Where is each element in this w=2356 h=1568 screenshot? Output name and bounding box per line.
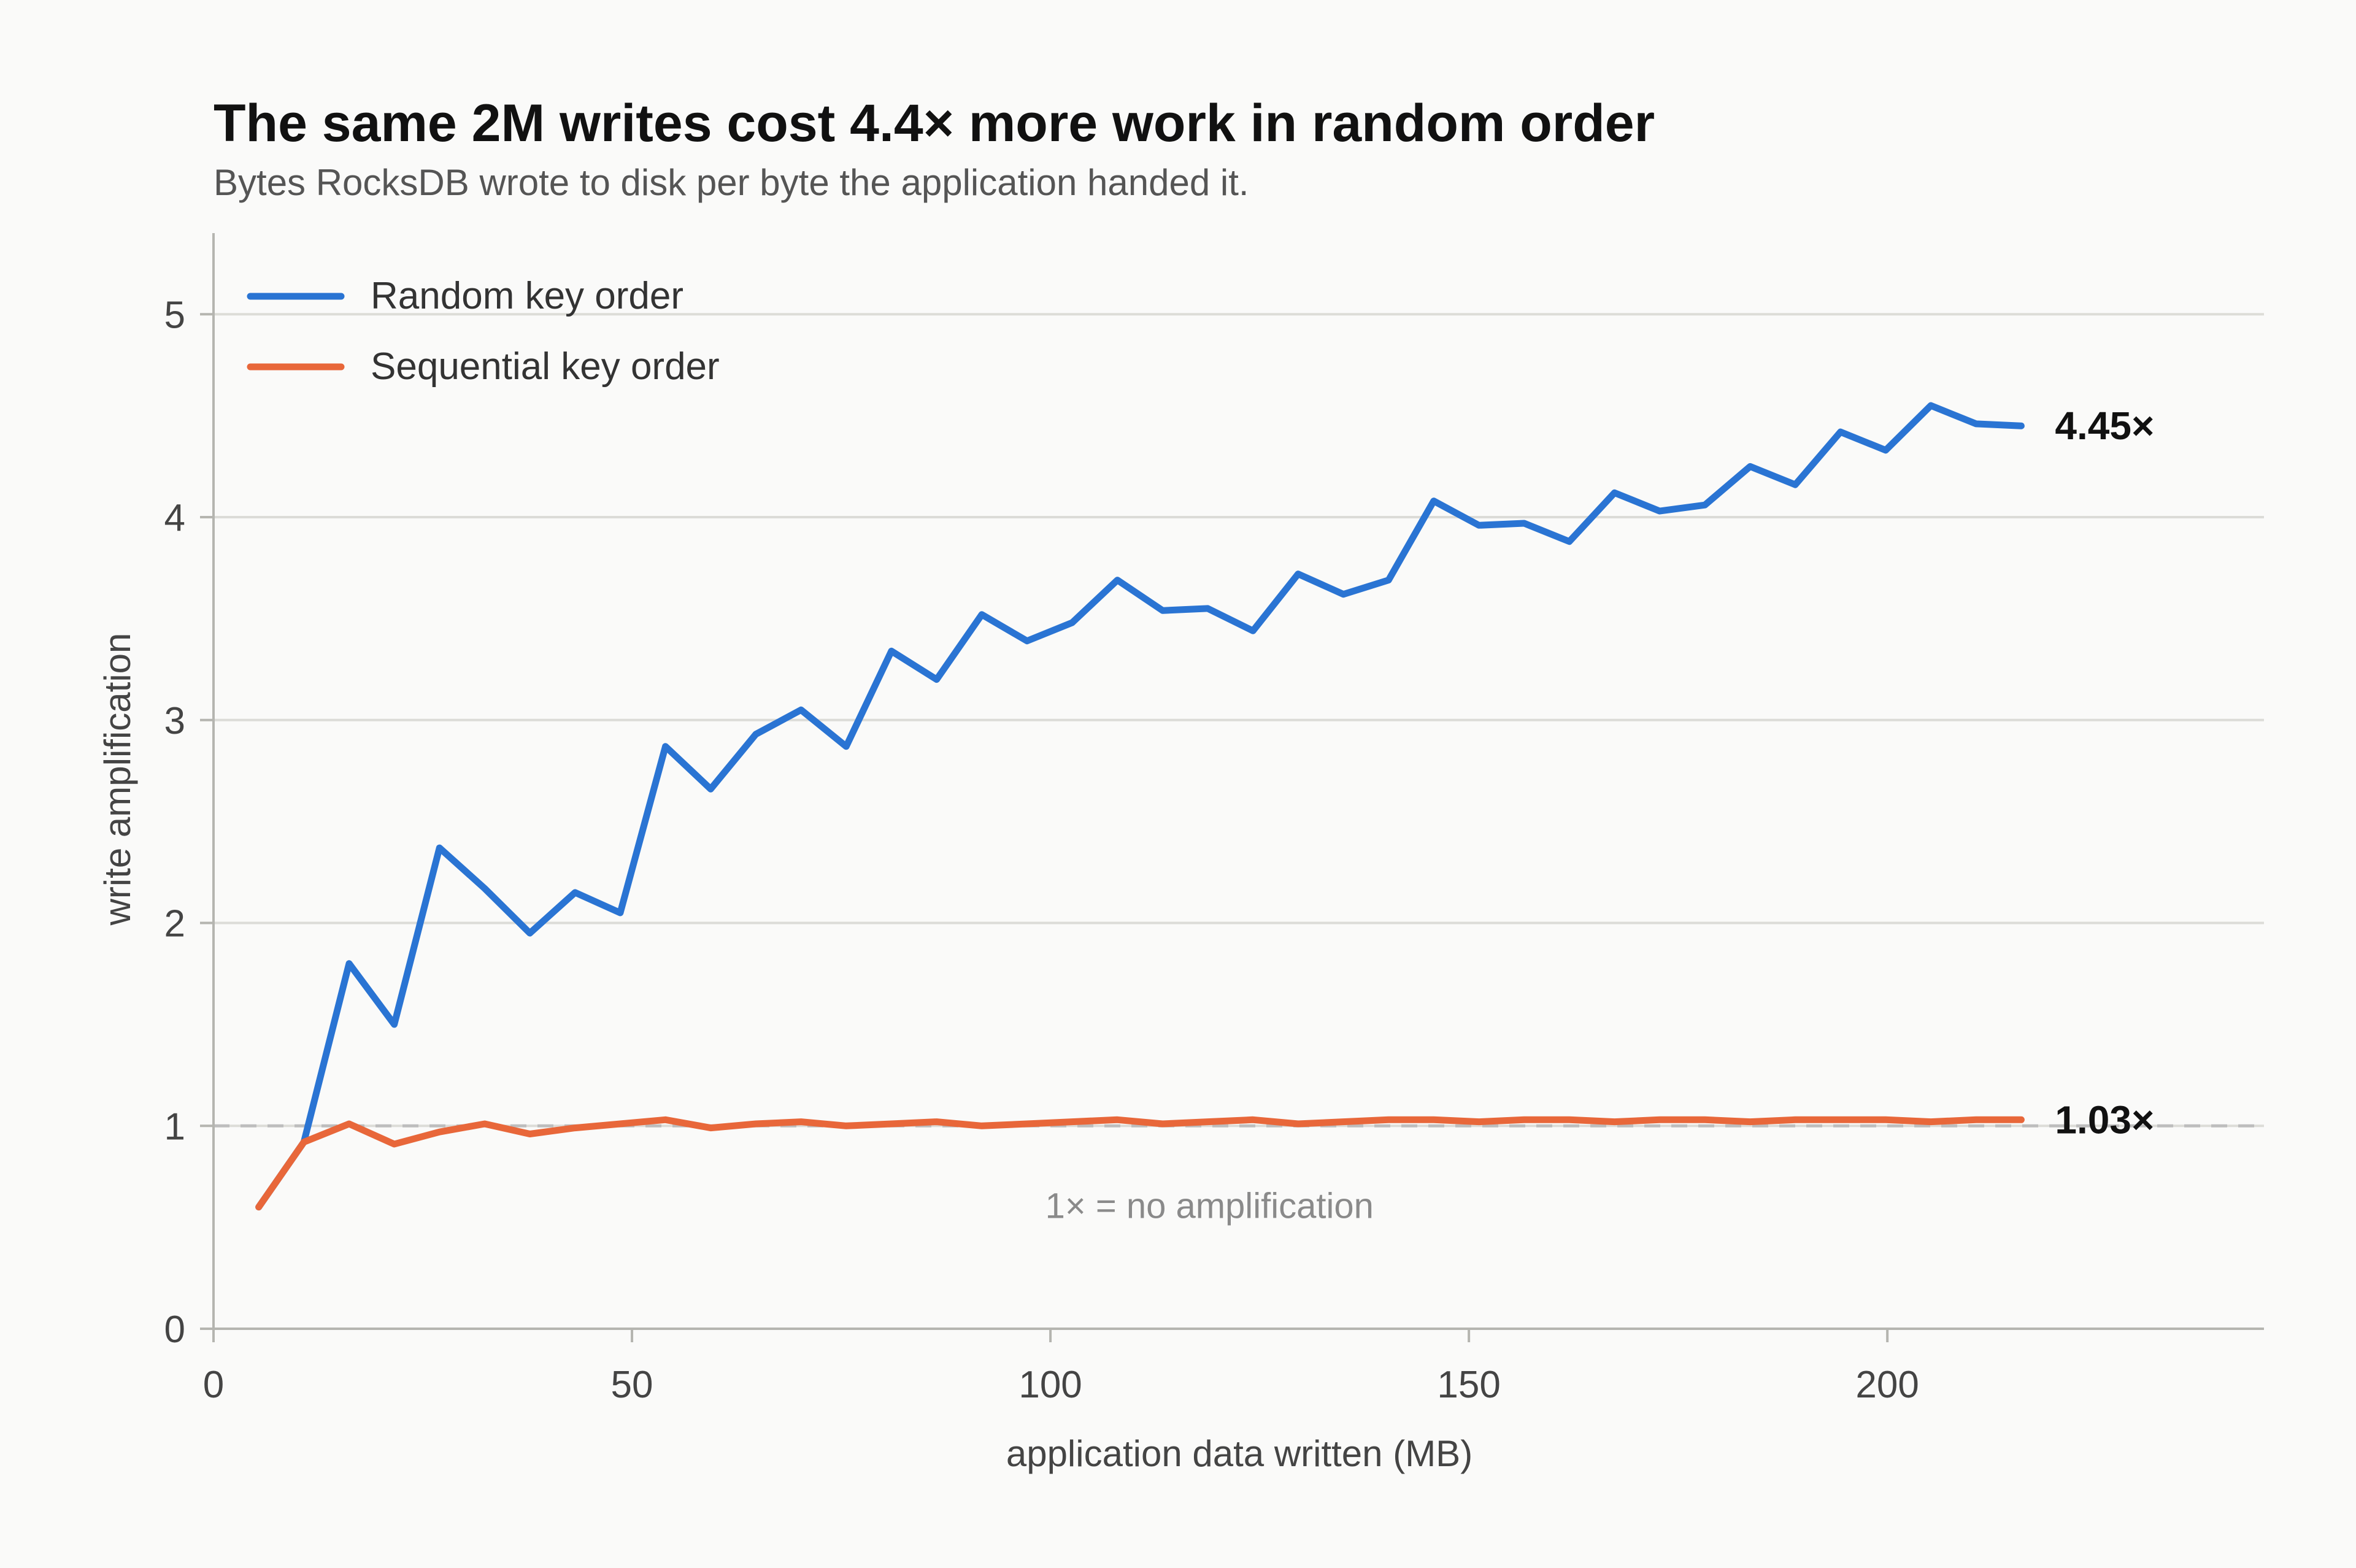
y-axis-label: write amplification <box>97 633 138 926</box>
x-tick-label-200: 200 <box>1855 1364 1919 1406</box>
series-line-sequential <box>255 1116 2025 1211</box>
x-axis-label: application data written (MB) <box>1006 1433 1472 1474</box>
legend-label-random: Random key order <box>371 275 683 317</box>
end-label-random: 4.45× <box>2055 404 2154 448</box>
y-tick-label-3: 3 <box>164 700 185 742</box>
reference-line-group: 1× = no amplification <box>214 1124 2264 1226</box>
x-tick-label-150: 150 <box>1437 1364 1500 1406</box>
x-tick-label-100: 100 <box>1018 1364 1082 1406</box>
y-tick-label-5: 5 <box>164 294 185 336</box>
reference-line-label: 1× = no amplification <box>1045 1186 1374 1226</box>
legend-label-sequential: Sequential key order <box>371 345 720 388</box>
y-tick-label-0: 0 <box>164 1309 185 1351</box>
end-labels: 4.45× 1.03× <box>2055 404 2154 1142</box>
x-tick-label-0: 0 <box>203 1364 224 1406</box>
y-tick-label-4: 4 <box>164 497 185 539</box>
chart-title: The same 2M writes cost 4.4× more work i… <box>214 94 1655 153</box>
end-label-sequential: 1.03× <box>2055 1097 2154 1142</box>
series-line-random <box>255 402 2025 1211</box>
y-tick-label-2: 2 <box>164 903 185 945</box>
x-tick-label-50: 50 <box>611 1364 653 1406</box>
legend: Random key order Sequential key order <box>247 275 720 388</box>
series-lines <box>255 402 2025 1211</box>
chart-subtitle: Bytes RocksDB wrote to disk per byte the… <box>214 162 1249 203</box>
grid-lines <box>214 313 2264 1128</box>
y-tick-label-1: 1 <box>164 1105 185 1148</box>
